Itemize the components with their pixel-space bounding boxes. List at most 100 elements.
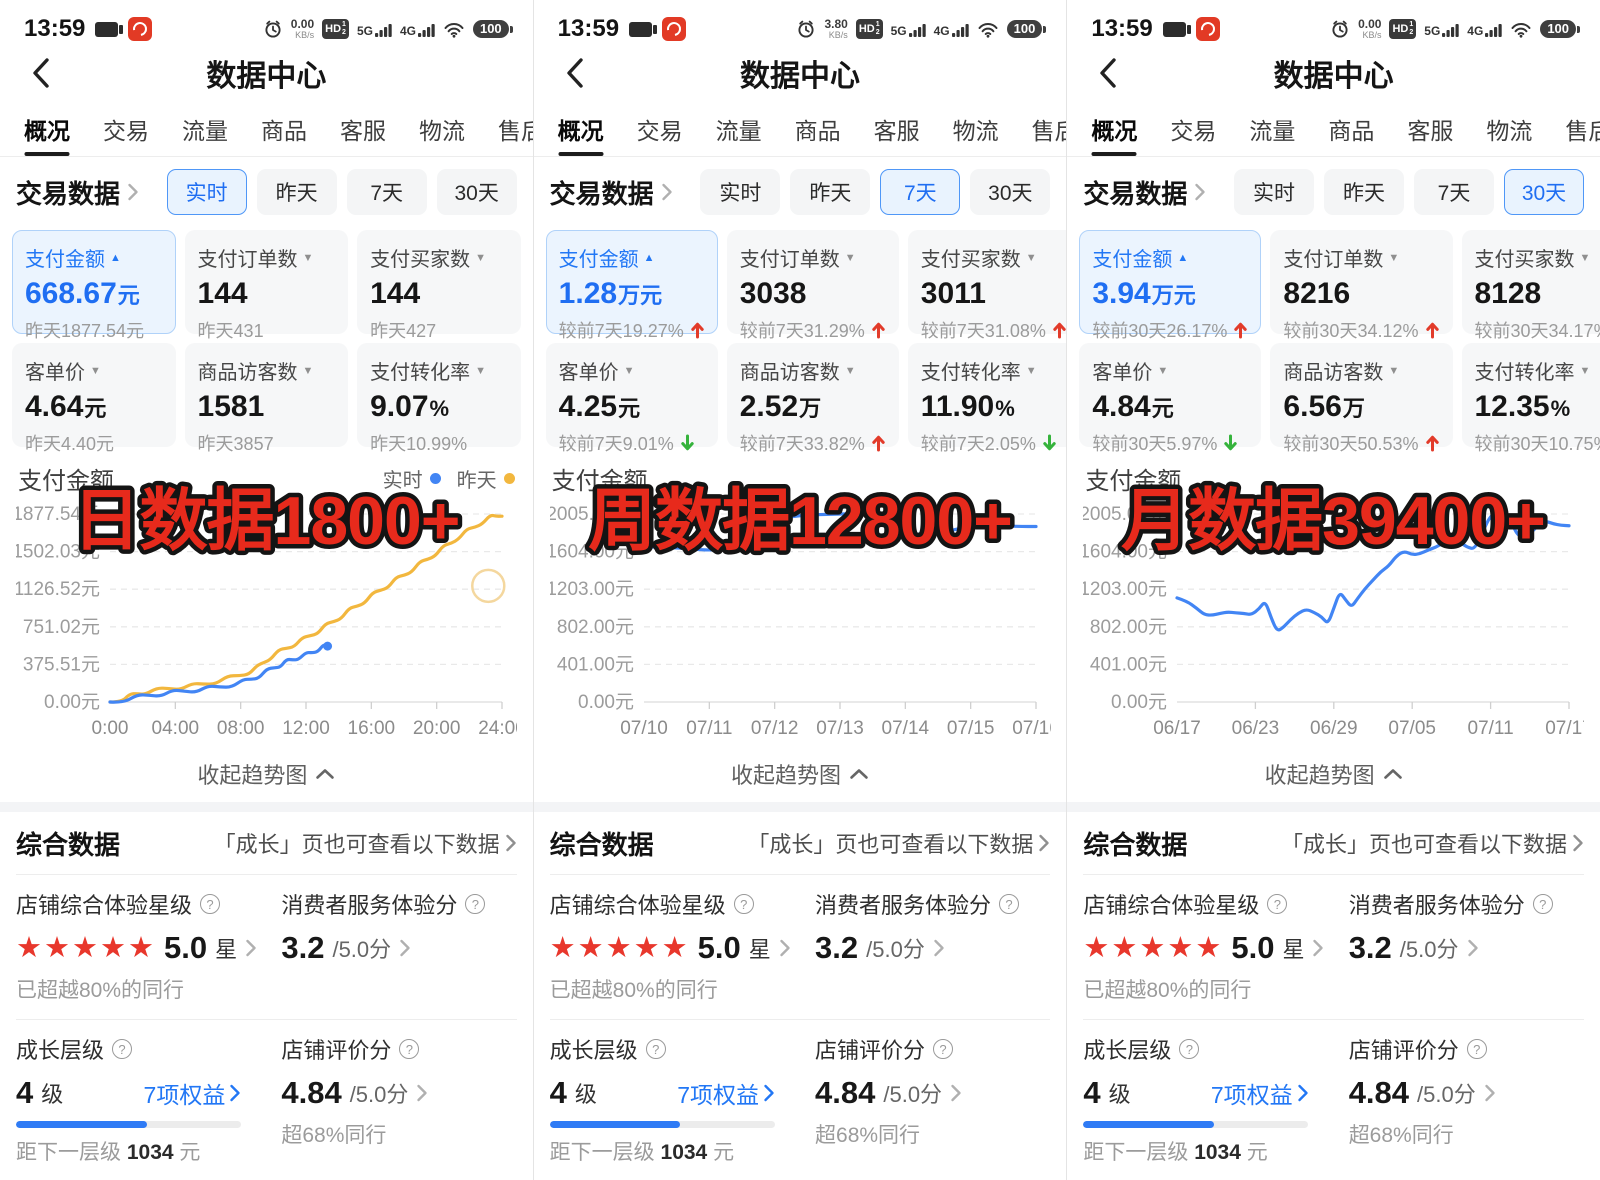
tab-流量[interactable]: 流量: [715, 118, 762, 144]
tab-客服[interactable]: 客服: [340, 118, 386, 144]
range-pill-30天[interactable]: 30天: [970, 169, 1051, 215]
growth-page-link[interactable]: 「成长」页也可查看以下数据: [747, 827, 1050, 859]
benefits-link-text: 7项权益: [677, 1082, 760, 1108]
tab-售后[interactable]: 售后: [1565, 118, 1600, 144]
store-star-value-row: ★★★★★ 5.0 星: [1083, 930, 1348, 966]
help-icon[interactable]: [933, 1039, 954, 1059]
tab-概况[interactable]: 概况: [1091, 112, 1137, 156]
metric-card-支付转化率[interactable]: 支付转化率 ▼ 12.35% 较前30天10.75%: [1461, 343, 1600, 454]
help-icon[interactable]: [1466, 1039, 1487, 1059]
range-pill-7天[interactable]: 7天: [346, 169, 427, 215]
growth-page-link-text: 「成长」页也可查看以下数据: [213, 832, 500, 857]
metric-card-支付金额[interactable]: 支付金额 ▲ 668.67 元昨天1877.54元: [12, 230, 176, 341]
legend-item-实时[interactable]: 实时: [383, 464, 441, 493]
help-icon[interactable]: [1267, 894, 1288, 914]
range-pill-昨天[interactable]: 昨天: [790, 169, 871, 215]
y-axis-label: 2005.00元: [1083, 504, 1167, 525]
metric-card-商品访客数[interactable]: 商品访客数 ▼ 1581 昨天3857: [184, 343, 349, 454]
metric-card-支付订单数[interactable]: 支付订单数 ▼ 144 昨天431: [184, 230, 349, 341]
help-icon[interactable]: [645, 1039, 666, 1059]
tab-概况[interactable]: 概况: [558, 112, 604, 156]
benefits-link[interactable]: 7项权益: [677, 1076, 775, 1110]
y-axis-label: 751.02元: [23, 617, 100, 638]
help-icon[interactable]: [399, 1039, 420, 1059]
collapse-trend-button[interactable]: 收起趋势图: [534, 750, 1067, 802]
benefits-link[interactable]: 7项权益: [144, 1076, 242, 1110]
tab-物流[interactable]: 物流: [1486, 118, 1533, 144]
metric-label-row: 客单价 ▼: [559, 356, 705, 385]
metric-card-客单价[interactable]: 客单价 ▼ 4.84 元较前30天5.97%: [1079, 343, 1262, 454]
range-pill-昨天[interactable]: 昨天: [256, 169, 337, 215]
tab-商品[interactable]: 商品: [794, 118, 841, 144]
range-pill-7天[interactable]: 7天: [880, 169, 961, 215]
tab-流量[interactable]: 流量: [182, 118, 228, 144]
collapse-trend-button[interactable]: 收起趋势图: [0, 750, 533, 802]
metric-card-支付买家数[interactable]: 支付买家数 ▼ 8128 较前30天34.17%: [1461, 230, 1600, 341]
help-icon[interactable]: [465, 894, 486, 914]
help-icon[interactable]: [1532, 894, 1553, 914]
tab-物流[interactable]: 物流: [952, 118, 999, 144]
back-button[interactable]: [28, 57, 54, 94]
metric-card-客单价[interactable]: 客单价 ▼ 4.25 元较前7天9.01%: [545, 343, 718, 454]
consumer-service-score-block[interactable]: 消费者服务体验分 3.2/5.0分: [815, 888, 1050, 1004]
metric-card-商品访客数[interactable]: 商品访客数 ▼ 6.56 万较前30天50.53%: [1270, 343, 1453, 454]
metric-card-支付转化率[interactable]: 支付转化率 ▼ 9.07% 昨天10.99%: [357, 343, 521, 454]
consumer-service-score-block[interactable]: 消费者服务体验分 3.2/5.0分: [1349, 888, 1584, 1004]
legend-item-昨天[interactable]: 昨天: [457, 464, 515, 493]
range-pill-实时[interactable]: 实时: [1234, 169, 1315, 215]
growth-page-link[interactable]: 「成长」页也可查看以下数据: [1281, 827, 1584, 859]
range-pill-7天[interactable]: 7天: [1414, 169, 1495, 215]
help-icon[interactable]: [200, 894, 221, 914]
store-star-value-row: ★★★★★ 5.0 星: [550, 930, 815, 966]
tab-交易[interactable]: 交易: [636, 118, 683, 144]
summary-title: 综合数据: [549, 829, 654, 860]
metric-card-客单价[interactable]: 客单价 ▼ 4.64 元昨天4.40元: [12, 343, 176, 454]
metric-card-支付买家数[interactable]: 支付买家数 ▼ 144 昨天427: [357, 230, 521, 341]
back-button[interactable]: [1095, 57, 1121, 94]
help-icon[interactable]: [1179, 1039, 1200, 1059]
metric-label: 商品访客数: [1283, 362, 1384, 384]
back-button[interactable]: [562, 57, 588, 94]
metric-card-商品访客数[interactable]: 商品访客数 ▼ 2.52 万较前7天33.82%: [726, 343, 899, 454]
tab-交易[interactable]: 交易: [1170, 118, 1217, 144]
chart-legend: 实时 昨天: [383, 464, 515, 493]
metric-card-支付买家数[interactable]: 支付买家数 ▼ 3011 较前7天31.08%: [907, 230, 1067, 341]
consumer-service-score-block[interactable]: 消费者服务体验分 3.2/5.0分: [281, 888, 516, 1004]
metric-card-支付金额[interactable]: 支付金额 ▲ 1.28 万元 较前7天19.27%: [545, 230, 718, 341]
tab-客服[interactable]: 客服: [873, 118, 920, 144]
collapse-trend-button[interactable]: 收起趋势图: [1067, 750, 1600, 802]
growth-page-link[interactable]: 「成长」页也可查看以下数据: [214, 827, 517, 859]
tab-商品[interactable]: 商品: [1328, 118, 1375, 144]
metric-card-支付订单数[interactable]: 支付订单数 ▼ 3038 较前7天31.29%: [726, 230, 899, 341]
tab-售后[interactable]: 售后: [498, 118, 533, 144]
range-pill-30天[interactable]: 30天: [1504, 169, 1585, 215]
metric-card-支付金额[interactable]: 支付金额 ▲ 3.94 万元 较前30天26.17%: [1079, 230, 1262, 341]
help-icon[interactable]: [733, 894, 754, 914]
metric-card-支付订单数[interactable]: 支付订单数 ▼ 8216 较前30天34.12%: [1270, 230, 1453, 341]
tab-物流[interactable]: 物流: [419, 118, 465, 144]
metric-card-支付转化率[interactable]: 支付转化率 ▼ 11.90% 较前7天2.05%: [907, 343, 1067, 454]
benefits-link[interactable]: 7项权益: [1211, 1076, 1309, 1110]
help-icon[interactable]: [999, 894, 1020, 914]
tab-交易[interactable]: 交易: [103, 118, 149, 144]
rating-value: 4.84: [1348, 1075, 1410, 1110]
tab-流量[interactable]: 流量: [1249, 118, 1296, 144]
divider: [1083, 874, 1585, 875]
range-pill-昨天[interactable]: 昨天: [1324, 169, 1405, 215]
tab-概况[interactable]: 概况: [24, 112, 70, 156]
tab-商品[interactable]: 商品: [261, 118, 307, 144]
help-icon[interactable]: [112, 1039, 133, 1059]
tab-售后[interactable]: 售后: [1031, 118, 1067, 144]
range-pill-实时[interactable]: 实时: [166, 169, 247, 215]
range-pill-30天[interactable]: 30天: [436, 169, 517, 215]
tab-客服[interactable]: 客服: [1407, 118, 1454, 144]
range-pill-实时[interactable]: 实时: [700, 169, 781, 215]
